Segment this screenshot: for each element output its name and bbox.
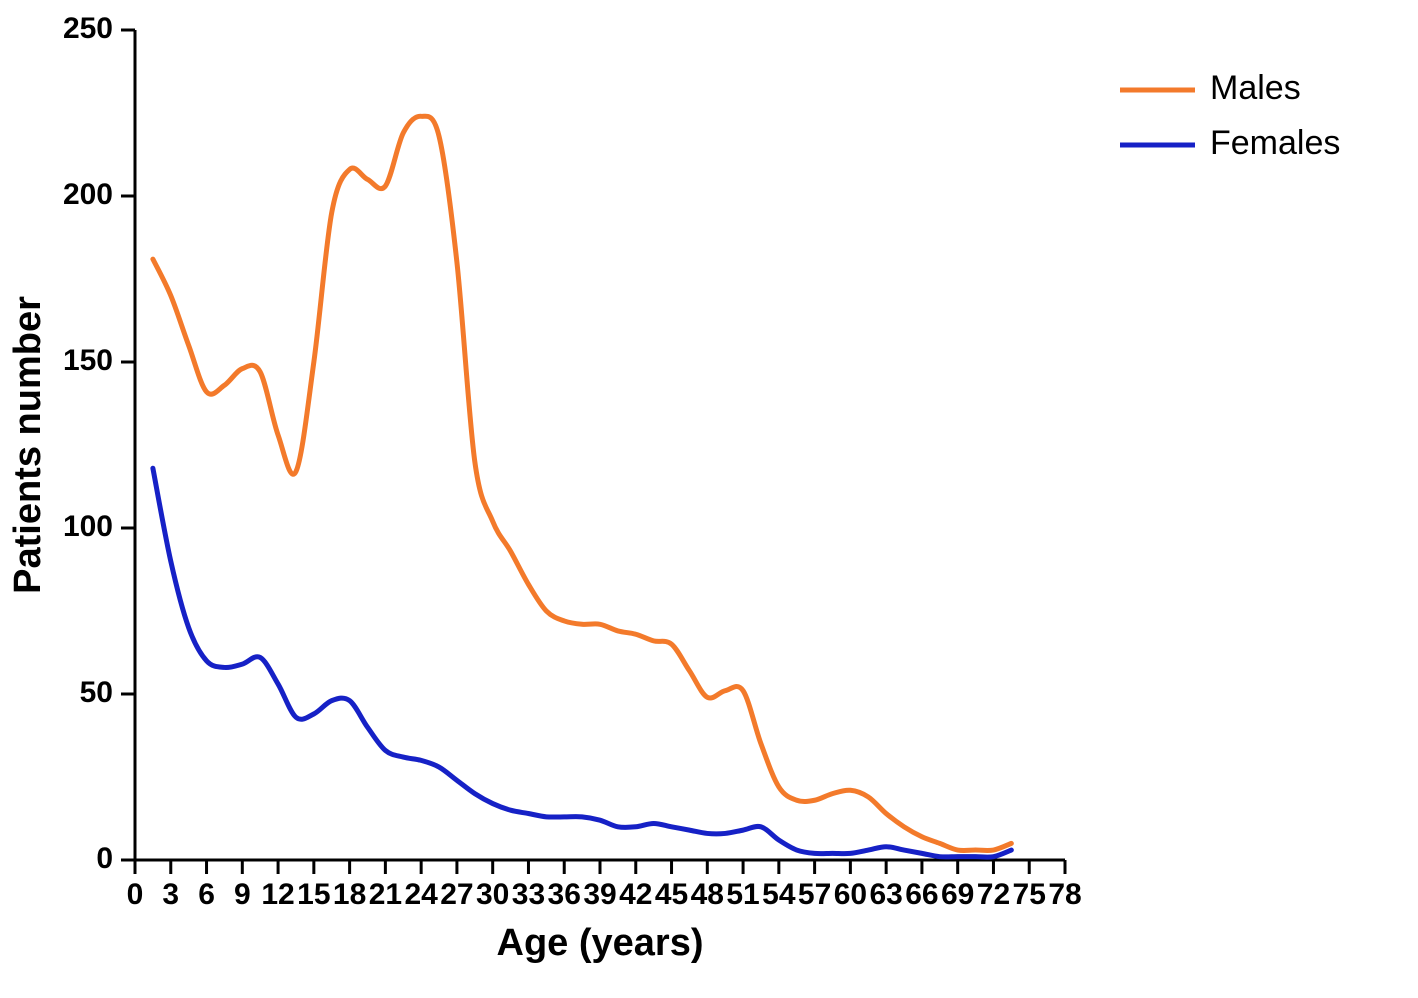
x-tick-label: 0 <box>127 878 144 911</box>
x-tick-label: 18 <box>333 878 366 911</box>
x-tick-label: 60 <box>834 878 867 911</box>
x-tick-label: 54 <box>762 878 796 911</box>
x-tick-label: 33 <box>512 878 545 911</box>
x-tick-label: 75 <box>1013 878 1046 911</box>
x-axis-title: Age (years) <box>497 922 704 964</box>
y-axis-title: Patients number <box>7 296 49 594</box>
x-tick-label: 39 <box>583 878 616 911</box>
x-tick-label: 48 <box>691 878 724 911</box>
x-tick-label: 6 <box>198 878 215 911</box>
x-tick-label: 69 <box>941 878 974 911</box>
x-tick-label: 9 <box>234 878 251 911</box>
legend-label: Females <box>1210 124 1340 162</box>
legend-label: Males <box>1210 69 1301 107</box>
series-females <box>153 468 1011 857</box>
x-tick-label: 63 <box>869 878 902 911</box>
x-tick-label: 66 <box>905 878 938 911</box>
x-tick-label: 42 <box>619 878 652 911</box>
x-tick-label: 51 <box>726 878 759 911</box>
y-tick-label: 200 <box>63 178 113 211</box>
x-tick-label: 72 <box>977 878 1010 911</box>
x-tick-label: 57 <box>798 878 831 911</box>
x-tick-label: 24 <box>404 878 438 911</box>
x-tick-label: 78 <box>1048 878 1081 911</box>
x-tick-label: 15 <box>297 878 330 911</box>
y-tick-label: 100 <box>63 510 113 543</box>
y-tick-label: 0 <box>96 842 113 875</box>
x-tick-label: 21 <box>369 878 402 911</box>
line-chart: 0501001502002500369121518212427303336394… <box>0 0 1418 998</box>
y-tick-label: 50 <box>80 676 113 709</box>
y-tick-label: 250 <box>63 12 113 45</box>
series-males <box>153 116 1011 850</box>
y-tick-label: 150 <box>63 344 113 377</box>
x-tick-label: 30 <box>476 878 509 911</box>
chart-svg: 0501001502002500369121518212427303336394… <box>0 0 1418 998</box>
x-tick-label: 12 <box>261 878 294 911</box>
x-tick-label: 36 <box>548 878 581 911</box>
x-tick-label: 27 <box>440 878 473 911</box>
x-tick-label: 3 <box>162 878 179 911</box>
x-tick-label: 45 <box>655 878 688 911</box>
